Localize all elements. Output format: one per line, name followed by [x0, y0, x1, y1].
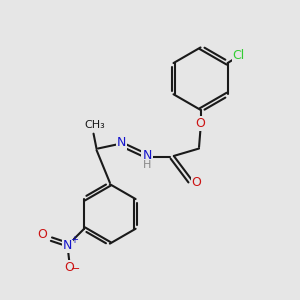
Text: O: O	[192, 176, 202, 189]
Text: N: N	[63, 238, 73, 252]
Text: Cl: Cl	[233, 49, 245, 62]
Text: −: −	[71, 264, 80, 274]
Text: N: N	[117, 136, 127, 149]
Text: CH₃: CH₃	[85, 120, 105, 130]
Text: +: +	[70, 235, 78, 245]
Text: O: O	[38, 228, 47, 241]
Text: H: H	[143, 160, 151, 170]
Text: O: O	[196, 117, 206, 130]
Text: N: N	[142, 148, 152, 162]
Text: O: O	[64, 262, 74, 275]
